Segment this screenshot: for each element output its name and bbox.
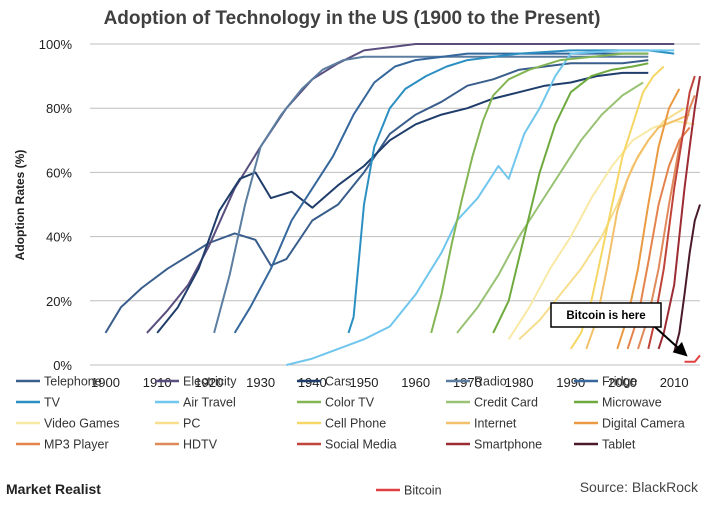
y-tick-label: 80% <box>46 101 72 116</box>
x-tick-label: 1990 <box>556 375 585 390</box>
x-tick-label: 1930 <box>246 375 275 390</box>
series-line-internet <box>585 113 691 350</box>
chart-title: Adoption of Technology in the US (1900 t… <box>104 8 601 29</box>
legend-label: Telephone <box>44 375 102 389</box>
legend-label: Air Travel <box>183 396 236 410</box>
legend-label: Video Games <box>44 417 120 431</box>
legend-item-electricity: Electricity <box>155 375 237 389</box>
legend-label: HDTV <box>183 438 218 452</box>
x-axis-ticks: 1900 1910 1920 1930 1940 1950 1960 1970 1980 1990… <box>91 375 689 390</box>
legend-item-digital-camera: Digital Camera <box>574 417 685 431</box>
series-line-tv <box>347 49 675 334</box>
legend-label: Credit Card <box>474 396 538 410</box>
annotation-arrow <box>654 326 688 357</box>
legend-item-cell-phone: Cell Phone <box>297 417 386 431</box>
legend-item-air-travel: Air Travel <box>155 396 236 410</box>
legend-label: Bitcoin <box>404 484 442 498</box>
legend-label: Fridge <box>602 375 637 389</box>
series-line-smartphone <box>657 75 701 350</box>
legend-item-hdtv: HDTV <box>155 438 218 452</box>
legend-label: PC <box>183 417 200 431</box>
legend-item-tv: TV <box>16 396 61 410</box>
legend-item-credit-card: Credit Card <box>446 396 538 410</box>
legend-label: Cars <box>325 375 351 389</box>
legend-item-video-games: Video Games <box>16 417 120 431</box>
legend-label: Internet <box>474 417 517 431</box>
legend-item-social-media: Social Media <box>297 438 397 452</box>
x-tick-label: 2000 <box>608 375 637 390</box>
annotation-text: Bitcoin is here <box>566 310 645 322</box>
series-line-tablet <box>673 204 701 353</box>
gridlines <box>90 43 700 366</box>
legend-item-color-tv: Color TV <box>297 396 375 410</box>
legend-item-smartphone: Smartphone <box>446 438 542 452</box>
legend-label: Smartphone <box>474 438 542 452</box>
series-line-fridge <box>233 52 649 334</box>
legend-label: Microwave <box>602 396 662 410</box>
legend-item-internet: Internet <box>446 417 517 431</box>
legend-item-radio: Radio <box>446 375 507 389</box>
legend-item-mp3-player: MP3 Player <box>16 438 109 452</box>
series-line-radio <box>213 55 649 334</box>
x-tick-label: 1970 <box>453 375 482 390</box>
series-line-telephone <box>104 59 649 334</box>
y-tick-label: 60% <box>46 165 72 180</box>
y-tick-label: 20% <box>46 294 72 309</box>
x-tick-label: 2010 <box>660 375 689 390</box>
x-tick-label: 1950 <box>350 375 379 390</box>
legend-item-telephone: Telephone <box>16 375 102 389</box>
y-tick-label: 100% <box>39 37 73 52</box>
legend-label: TV <box>44 396 61 410</box>
legend-label: Radio <box>474 375 507 389</box>
annotation-box <box>550 302 662 328</box>
legend: Telephone Electricity Cars Radio Fridge TV Air… <box>16 375 685 498</box>
legend-label: Digital Camera <box>602 417 685 431</box>
brand-logo-text: Market Realist <box>6 481 101 497</box>
bitcoin-annotation: Bitcoin is here <box>550 302 688 357</box>
series-line-air-travel <box>286 49 675 366</box>
y-axis-label: Adoption Rates (%) <box>13 150 27 261</box>
x-tick-label: 1910 <box>143 375 172 390</box>
legend-label: Social Media <box>325 438 397 452</box>
x-tick-label: 1960 <box>401 375 430 390</box>
x-tick-label: 1980 <box>505 375 534 390</box>
legend-item-pc: PC <box>155 417 200 431</box>
series-line-cars <box>156 71 649 334</box>
legend-item-bitcoin: Bitcoin <box>376 484 442 498</box>
legend-label: Tablet <box>602 438 636 452</box>
x-tick-label: 1920 <box>194 375 223 390</box>
y-axis-ticks: 0% 20% 40% 60% 80% 100% <box>39 37 73 373</box>
series-line-color-tv <box>430 52 649 334</box>
series-line-microwave <box>492 62 649 334</box>
legend-item-cars: Cars <box>297 375 351 389</box>
x-tick-label: 1900 <box>91 375 120 390</box>
source-text: Source: BlackRock <box>580 479 699 495</box>
legend-label: Cell Phone <box>325 417 386 431</box>
y-tick-label: 0% <box>53 358 72 373</box>
legend-label: Electricity <box>183 375 237 389</box>
legend-item-tablet: Tablet <box>574 438 636 452</box>
series-line-credit-card <box>456 81 644 334</box>
legend-item-microwave: Microwave <box>574 396 662 410</box>
legend-label: Color TV <box>325 396 375 410</box>
x-tick-label: 1940 <box>298 375 327 390</box>
legend-item-fridge: Fridge <box>574 375 637 389</box>
series-line-bitcoin <box>684 354 701 363</box>
legend-label: MP3 Player <box>44 438 109 452</box>
y-tick-label: 40% <box>46 230 72 245</box>
